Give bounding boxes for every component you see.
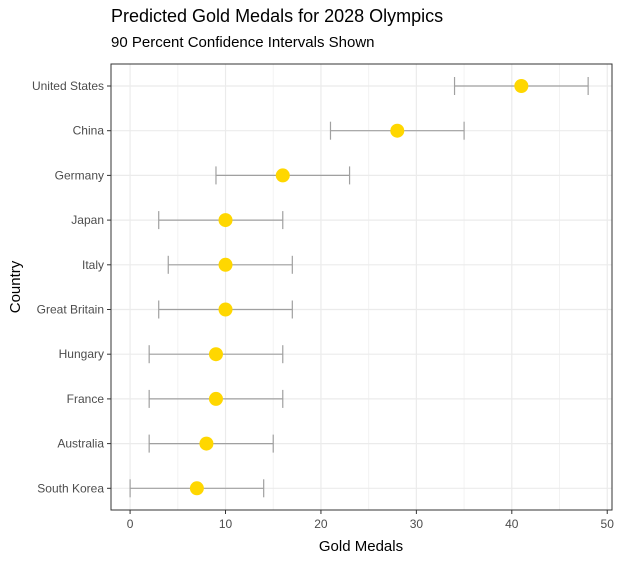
data-point — [390, 123, 405, 138]
x-axis: 0 10 20 30 40 50 — [127, 510, 614, 531]
y-tick-label: Italy — [82, 258, 104, 272]
y-tick-label: France — [67, 392, 105, 406]
y-axis: United States China Germany Japan Italy Great… — [32, 79, 111, 495]
x-tick-label: 40 — [505, 517, 519, 531]
x-tick-label: 20 — [314, 517, 328, 531]
x-axis-title: Gold Medals — [319, 538, 403, 555]
y-tick-label: United States — [32, 79, 104, 93]
y-tick-label: Hungary — [59, 347, 104, 361]
data-point — [199, 436, 214, 451]
y-tick-label: Great Britain — [37, 303, 104, 317]
grid-lines — [111, 64, 612, 510]
chart-title: Predicted Gold Medals for 2028 Olympics — [111, 6, 443, 26]
y-tick-label: China — [73, 124, 105, 138]
data-point — [514, 79, 529, 93]
y-tick-label: Australia — [57, 437, 104, 451]
plot-panel-border — [110, 63, 613, 511]
y-tick-label: South Korea — [37, 481, 104, 495]
data-point — [208, 347, 223, 362]
data-point — [189, 481, 204, 496]
data-point — [218, 257, 233, 272]
plot-panel-background — [111, 64, 612, 510]
data-point — [275, 168, 290, 183]
y-axis-title: Country — [7, 260, 24, 313]
data-points — [189, 79, 529, 496]
x-tick-label: 30 — [410, 517, 424, 531]
x-tick-label: 50 — [601, 517, 615, 531]
x-tick-label: 10 — [219, 517, 233, 531]
y-tick-label: Japan — [71, 213, 104, 227]
x-tick-label: 0 — [127, 517, 134, 531]
data-point — [208, 391, 223, 406]
chart-subtitle: 90 Percent Confidence Intervals Shown — [111, 34, 375, 51]
data-point — [218, 302, 233, 317]
y-tick-label: Germany — [55, 168, 104, 182]
data-point — [218, 213, 233, 228]
